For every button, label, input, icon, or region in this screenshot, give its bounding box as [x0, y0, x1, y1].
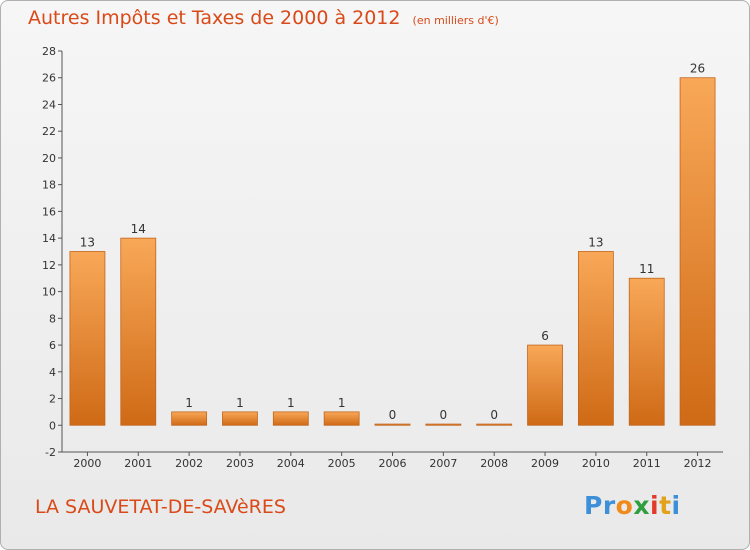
x-tick-label: 2009	[531, 457, 559, 470]
data-label: 0	[490, 408, 498, 422]
x-tick-label: 2012	[684, 457, 712, 470]
x-tick-label: 2004	[277, 457, 305, 470]
bar	[323, 411, 360, 426]
proxiti-logo[interactable]: Proxiti	[584, 491, 681, 520]
bar	[425, 423, 462, 426]
logo-letter: i	[650, 491, 660, 520]
bar	[628, 277, 665, 426]
data-label: 1	[236, 396, 244, 410]
bar	[577, 251, 614, 426]
y-tick-label: 24	[42, 98, 56, 111]
logo-letter: x	[633, 491, 650, 520]
logo-letter: P	[584, 491, 603, 520]
x-tick-label: 2010	[582, 457, 610, 470]
y-tick-label: 18	[42, 179, 56, 192]
y-tick-label: 8	[49, 312, 56, 325]
y-tick-label: 10	[42, 286, 56, 299]
data-label: 1	[185, 396, 193, 410]
y-tick-label: 16	[42, 205, 56, 218]
bar	[374, 423, 411, 426]
data-label: 26	[690, 62, 705, 76]
y-tick-label: 12	[42, 259, 56, 272]
y-tick-label: 0	[49, 419, 56, 432]
bar	[120, 237, 157, 426]
x-tick-label: 2006	[379, 457, 407, 470]
y-tick-label: -2	[45, 446, 56, 459]
x-tick-label: 2001	[124, 457, 152, 470]
chart-title-text: Autres Impôts et Taxes de 2000 à 2012	[28, 7, 401, 29]
logo-letter: o	[615, 491, 634, 520]
data-label: 13	[80, 236, 95, 250]
x-tick-label: 2007	[429, 457, 457, 470]
x-axis: 2000 2001 2002 2003 2004 2005 2006 2007 2008 2009…	[62, 451, 723, 470]
y-tick-label: 28	[42, 45, 56, 58]
logo-letter: r	[602, 491, 616, 520]
x-tick-label: 2008	[480, 457, 508, 470]
x-tick-label: 2002	[175, 457, 203, 470]
bar	[171, 411, 208, 426]
logo-letter: i	[671, 491, 681, 520]
bar-series	[69, 77, 716, 426]
bar	[222, 411, 258, 426]
y-tick-label: 2	[49, 393, 56, 406]
y-tick-label: 14	[42, 232, 56, 245]
bar	[69, 251, 106, 426]
data-label: 13	[588, 236, 603, 250]
data-label: 6	[541, 329, 549, 343]
data-label: 0	[389, 408, 397, 422]
bar	[476, 423, 513, 426]
bar	[272, 411, 309, 426]
data-label: 0	[440, 408, 448, 422]
chart-unit: (en milliers d'€)	[412, 14, 499, 27]
data-label: 1	[338, 396, 346, 410]
commune-name: LA SAUVETAT-DE-SAVèRES	[35, 496, 286, 518]
chart-title: Autres Impôts et Taxes de 2000 à 2012 (e…	[28, 7, 499, 29]
data-label: 1	[287, 396, 295, 410]
y-tick-label: 20	[42, 152, 56, 165]
logo-letter: t	[659, 491, 672, 520]
data-label: 11	[639, 262, 654, 276]
y-tick-label: 4	[49, 366, 56, 379]
y-tick-label: 6	[49, 339, 56, 352]
x-tick-label: 2005	[328, 457, 356, 470]
bar	[527, 344, 563, 426]
x-tick-label: 2000	[73, 457, 101, 470]
data-label: 14	[131, 222, 146, 236]
x-tick-label: 2003	[226, 457, 254, 470]
y-tick-label: 26	[42, 72, 56, 85]
bar	[679, 77, 716, 426]
x-tick-label: 2011	[633, 457, 661, 470]
y-tick-label: 22	[42, 125, 56, 138]
